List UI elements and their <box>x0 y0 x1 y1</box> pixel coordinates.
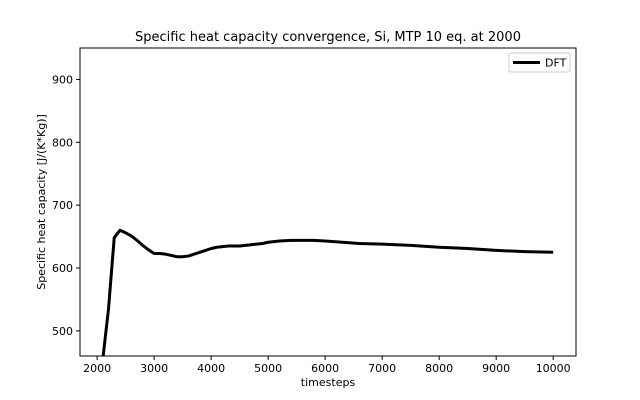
x-tick-label-5000: 5000 <box>254 362 282 375</box>
y-tick-label-800: 800 <box>52 136 73 149</box>
x-tick-label-4000: 4000 <box>197 362 225 375</box>
x-tick-label-2000: 2000 <box>83 362 111 375</box>
axes-frame <box>79 47 577 357</box>
x-tick-label-10000: 10000 <box>536 362 571 375</box>
y-tick-label-600: 600 <box>52 262 73 275</box>
y-tick-label-500: 500 <box>52 325 73 338</box>
y-tick-label-900: 900 <box>52 73 73 86</box>
x-tick-label-3000: 3000 <box>140 362 168 375</box>
x-tick-label-7000: 7000 <box>368 362 396 375</box>
chart-title: Specific heat capacity convergence, Si, … <box>135 30 521 45</box>
y-tick-label-700: 700 <box>52 199 73 212</box>
plot-area: 2000 3000 4000 5000 6000 7000 8000 9000 10000 500… <box>52 47 577 375</box>
x-axis-label: timesteps <box>301 376 356 389</box>
x-tick-label-9000: 9000 <box>482 362 510 375</box>
series-line-dft <box>101 228 554 356</box>
y-axis-label: Specific heat capacity [J/(K*Kg)] <box>35 114 48 290</box>
x-tick-label-8000: 8000 <box>425 362 453 375</box>
legend: DFT <box>508 52 571 73</box>
legend-label-dft: DFT <box>545 57 567 70</box>
x-tick-label-6000: 6000 <box>311 362 339 375</box>
